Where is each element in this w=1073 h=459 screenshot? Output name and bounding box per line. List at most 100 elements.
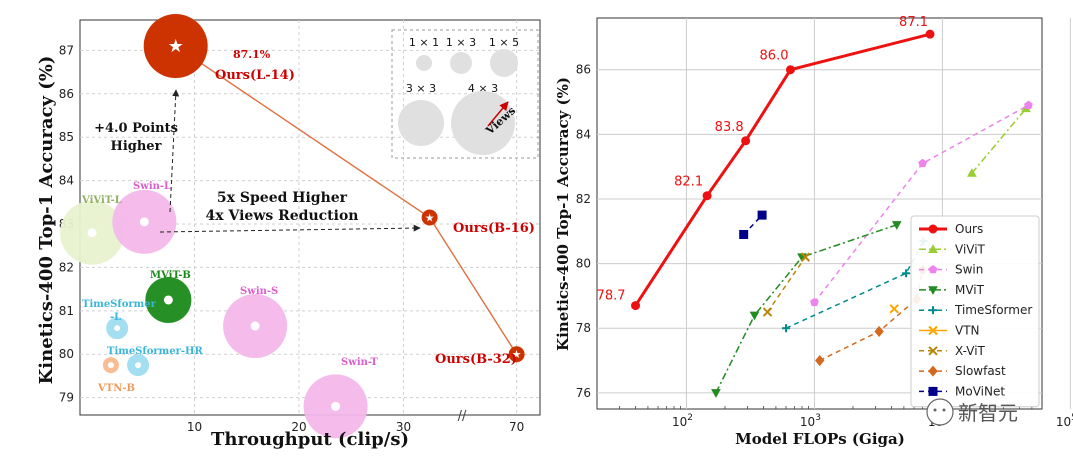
bubble-ours-b-32- <box>508 346 525 363</box>
left-y-tick-label: 80 <box>59 347 74 361</box>
legend-label: ViViT <box>955 242 986 256</box>
views-legend-bubble <box>450 52 472 74</box>
bubble-label-4: Swin-L <box>133 181 171 192</box>
series-marker <box>928 224 938 234</box>
right-x-tick-label: 105 <box>1056 413 1073 429</box>
points-higher-annotation-2: Higher <box>111 139 162 154</box>
series-marker <box>967 168 977 177</box>
legend-label: X-ViT <box>955 344 986 358</box>
bubble-label-5: MViT-B <box>150 270 191 281</box>
series-line <box>766 256 807 313</box>
series-marker <box>925 29 935 39</box>
left-y-axis-label: Kinetics-400 Top-1 Accuracy (%) <box>36 56 57 385</box>
axis-break-mark: // <box>458 409 467 424</box>
right-y-ticks: 76 78 80 82 84 86 <box>576 63 591 400</box>
right-y-tick-label: 82 <box>576 192 591 206</box>
bubble-label-9: Swin-S <box>240 286 278 297</box>
left-x-tick-label: 10 <box>187 420 202 434</box>
series-marker <box>810 297 819 307</box>
speed-higher-arrow <box>159 224 421 233</box>
watermark-text: 新智元 <box>958 401 1018 425</box>
speed-annotation: 5x Speed Higher <box>217 190 348 206</box>
series-marker <box>800 252 811 262</box>
bubble-label-2: Ours(B-32) <box>435 352 517 367</box>
left-x-axis-label: Throughput (clip/s) <box>211 429 409 450</box>
series-marker <box>741 136 751 146</box>
right-y-tick-label: 86 <box>576 63 591 77</box>
legend-label: MViT <box>955 283 985 297</box>
left-x-tick-label: 30 <box>396 420 411 434</box>
series-marker <box>785 65 795 75</box>
legend-label: Slowfast <box>955 364 1006 378</box>
bubble-label-0: Ours(L-14) <box>215 68 295 83</box>
views-legend-label: 3 × 3 <box>406 82 436 95</box>
series-marker <box>739 230 749 240</box>
legend-label: MoViNet <box>955 384 1005 398</box>
series-marker <box>928 244 938 253</box>
series-x-vit <box>762 252 811 317</box>
right-x-tick-label: 103 <box>800 413 821 429</box>
series-marker <box>928 386 938 396</box>
views-arrow <box>487 101 509 127</box>
series-marker <box>891 221 902 230</box>
series-marker <box>889 304 899 314</box>
series-marker <box>711 389 721 398</box>
bubble-label-1: Ours(B-16) <box>453 221 535 236</box>
bubble-label-6: TimeSformer <box>82 299 157 310</box>
left-y-tick-label: 81 <box>59 304 74 318</box>
series-swin <box>810 100 1033 307</box>
star-icon: ★ <box>512 348 522 361</box>
right-legend: Ours ViViT Swin MViT TimeSformer VTN X-ViT Slow… <box>910 215 1040 408</box>
points-higher-arrow <box>169 89 180 213</box>
legend-label: VTN <box>955 324 980 338</box>
left-y-tick-label: 84 <box>59 174 74 188</box>
ours-point-label: 78.7 <box>597 289 626 304</box>
series-marker <box>815 354 825 367</box>
series-marker <box>757 210 767 220</box>
ours-point-label: 86.0 <box>760 49 789 64</box>
left-y-tick-label: 85 <box>59 130 74 144</box>
left-annotations: Ours(L-14) Ours(B-16) Ours(B-32) ViViT-L Swi… <box>81 48 535 394</box>
bubble-center-dot <box>135 362 142 369</box>
legend-label: Ours <box>955 222 983 236</box>
series-vtn <box>889 304 899 314</box>
points-higher-annotation: +4.0 Points <box>94 121 178 136</box>
right-y-axis-label: Kinetics-400 Top-1 Accuracy (%) <box>554 77 572 351</box>
series-line <box>715 224 898 394</box>
views-legend-label: 4 × 3 <box>468 82 498 95</box>
watermark: 新智元 <box>926 398 1018 426</box>
series-marker <box>928 264 938 274</box>
series-marker <box>928 346 938 356</box>
legend-label: Swin <box>955 263 983 277</box>
accuracy-annotation: 87.1% <box>233 48 271 61</box>
bubble-center-dot <box>87 228 97 238</box>
bubble-label-7: TimeSformer-HR <box>107 346 203 357</box>
views-legend-bubble <box>398 100 444 146</box>
views-legend-bubble <box>490 49 518 77</box>
series-marker <box>928 325 938 336</box>
right-y-tick-label: 78 <box>576 321 591 335</box>
bubble-label-10: Swin-T <box>341 357 378 368</box>
right-x-tick-label: 102 <box>672 413 693 429</box>
series-marker <box>874 325 884 338</box>
views-legend-box <box>391 29 539 159</box>
series-marker <box>749 311 760 321</box>
ours-point-label: 87.1 <box>899 15 928 30</box>
series-marker <box>631 301 641 311</box>
views-legend-bubble <box>451 91 515 155</box>
left-x-tick-label: 70 <box>509 420 524 434</box>
series-marker <box>1024 100 1033 109</box>
bubble-ours-l-14- <box>143 14 208 79</box>
left-bubbles: ★ ★ ★ <box>60 14 525 439</box>
bubble-center-dot <box>250 321 260 331</box>
right-x-axis-label: Model FLOPs (Giga) <box>735 430 905 448</box>
right-y-tick-label: 76 <box>576 386 591 400</box>
bubble-center-dot <box>331 401 341 411</box>
ours-point-label: 82.1 <box>674 175 703 190</box>
legend-label: TimeSformer <box>954 303 1032 317</box>
star-icon: ★ <box>168 36 184 57</box>
series-marker <box>928 286 938 295</box>
left-y-ticks: 798081828384858687 <box>59 43 74 404</box>
